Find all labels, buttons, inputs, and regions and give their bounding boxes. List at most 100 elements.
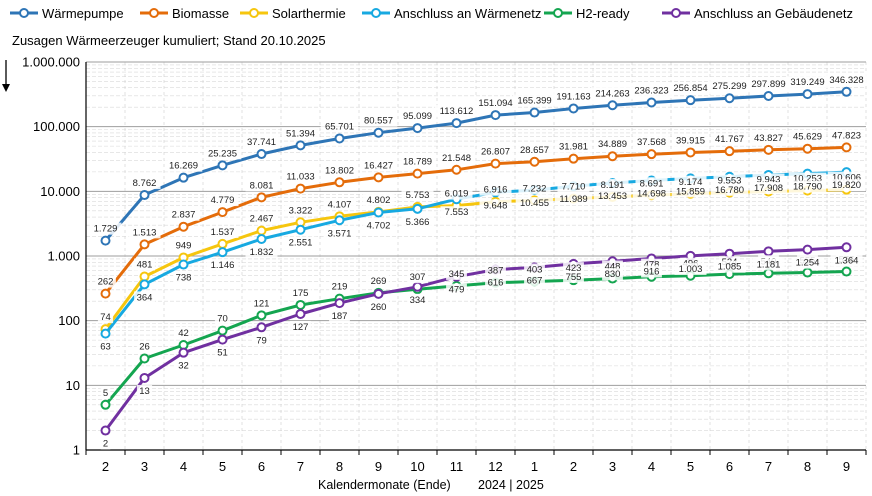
data-label: 41.767 bbox=[715, 134, 744, 145]
data-label: 334 bbox=[410, 295, 426, 306]
data-label: 269 bbox=[371, 276, 387, 287]
data-label-background bbox=[476, 145, 515, 158]
data-point bbox=[412, 203, 423, 214]
data-label-background bbox=[407, 293, 428, 306]
data-point bbox=[802, 89, 813, 100]
legend-swatch-marker bbox=[371, 8, 381, 18]
x-tick-label: 6 bbox=[726, 459, 733, 474]
data-point bbox=[100, 288, 111, 299]
data-label-background bbox=[524, 274, 545, 287]
data-label-background bbox=[713, 260, 746, 273]
data-label-background bbox=[473, 97, 518, 110]
data-point bbox=[607, 100, 618, 111]
data-point bbox=[802, 143, 813, 154]
data-label-background bbox=[434, 105, 479, 118]
data-point bbox=[334, 133, 345, 144]
data-label: 1.003 bbox=[679, 264, 703, 275]
data-point bbox=[178, 221, 189, 232]
data-label: 39.915 bbox=[676, 135, 705, 146]
data-point bbox=[139, 353, 150, 364]
data-point bbox=[139, 190, 150, 201]
data-point bbox=[763, 91, 774, 102]
data-label: 17.908 bbox=[754, 183, 783, 194]
data-label: 9.648 bbox=[484, 200, 508, 211]
data-label-background bbox=[440, 206, 473, 219]
data-label: 16.780 bbox=[715, 185, 744, 196]
legend-entry: H2-ready bbox=[576, 6, 630, 21]
legend-entry: Biomasse bbox=[172, 6, 229, 21]
data-label: 26.807 bbox=[481, 147, 510, 158]
data-label: 319.249 bbox=[790, 77, 824, 88]
data-label: 121 bbox=[254, 298, 270, 309]
legend-entry: Anschluss an Wärmenetz bbox=[394, 6, 541, 21]
data-label-background bbox=[398, 110, 437, 123]
data-point bbox=[256, 192, 267, 203]
data-label-background bbox=[368, 274, 389, 287]
data-label-background bbox=[596, 178, 629, 191]
x-tick-label: 7 bbox=[297, 459, 304, 474]
y-tick-label: 1 bbox=[73, 443, 80, 458]
data-label-background bbox=[320, 120, 359, 133]
data-label: 11.033 bbox=[286, 172, 314, 183]
x-tick-label: 8 bbox=[336, 459, 343, 474]
data-label: 1.537 bbox=[211, 227, 235, 238]
y-tick-label: 100 bbox=[58, 313, 80, 328]
data-label-background bbox=[668, 82, 713, 95]
data-label-background bbox=[524, 263, 545, 276]
data-label-background bbox=[167, 208, 200, 221]
data-label-layer: 1.729 8.762 16.269 25.235 37.741 51.394 65.701… bbox=[89, 73, 869, 450]
data-label: 9.174 bbox=[679, 177, 703, 188]
data-label: 1.085 bbox=[718, 262, 742, 273]
data-label: 21.548 bbox=[442, 153, 471, 164]
data-label: 4.702 bbox=[367, 221, 391, 232]
data-label-background bbox=[437, 151, 476, 164]
data-label: 28.657 bbox=[520, 145, 549, 156]
data-label-background bbox=[518, 182, 551, 195]
data-label-background bbox=[749, 131, 788, 144]
y-tick-label: 10.000 bbox=[40, 184, 80, 199]
data-label-background bbox=[746, 78, 791, 91]
data-point bbox=[178, 172, 189, 183]
data-point bbox=[178, 259, 189, 270]
data-point bbox=[295, 183, 306, 194]
data-label: 16.427 bbox=[364, 160, 393, 171]
data-label-background bbox=[554, 193, 593, 206]
data-label-background bbox=[710, 183, 749, 196]
data-label: 423 bbox=[566, 263, 582, 274]
data-label: 70 bbox=[217, 314, 228, 325]
data-label-background bbox=[479, 183, 512, 196]
data-label-background bbox=[290, 286, 311, 299]
data-label: 949 bbox=[176, 240, 192, 251]
x-tick-label: 6 bbox=[258, 459, 265, 474]
series-line bbox=[104, 245, 847, 432]
data-label: 13.802 bbox=[325, 165, 354, 176]
data-label-background bbox=[251, 297, 272, 310]
data-label: 297.899 bbox=[751, 79, 785, 90]
data-label: 1.181 bbox=[757, 259, 781, 270]
data-label: 2 bbox=[103, 439, 108, 450]
y-tick-label: 1.000 bbox=[47, 249, 80, 264]
down-arrow-icon bbox=[2, 60, 10, 92]
data-point bbox=[841, 142, 852, 153]
x-tick-label: 9 bbox=[843, 459, 850, 474]
series-line bbox=[104, 270, 847, 406]
data-label: 31.981 bbox=[559, 142, 588, 153]
legend-swatch-marker bbox=[19, 8, 29, 18]
data-point bbox=[217, 325, 228, 336]
data-point bbox=[139, 239, 150, 250]
data-label-background bbox=[359, 159, 398, 172]
data-label: 2.467 bbox=[250, 214, 274, 225]
data-label: 364 bbox=[137, 292, 153, 303]
data-label-background bbox=[245, 245, 278, 258]
data-label: 18.789 bbox=[403, 157, 432, 168]
data-point bbox=[100, 399, 111, 410]
data-label: 127 bbox=[293, 322, 309, 333]
data-label: 403 bbox=[527, 265, 543, 276]
data-point bbox=[295, 224, 306, 235]
data-label-background bbox=[554, 140, 593, 153]
data-label: 830 bbox=[605, 269, 621, 280]
data-label-background bbox=[707, 80, 752, 93]
data-label: 43.827 bbox=[754, 133, 783, 144]
data-label-background bbox=[97, 340, 114, 353]
